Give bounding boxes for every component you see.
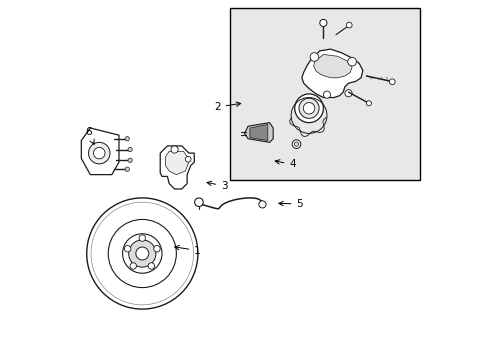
Text: 1: 1 xyxy=(174,246,201,256)
Circle shape xyxy=(294,142,298,146)
Polygon shape xyxy=(301,49,362,98)
Circle shape xyxy=(303,103,314,114)
Polygon shape xyxy=(244,123,273,142)
Bar xyxy=(230,8,419,180)
Circle shape xyxy=(130,263,136,269)
Polygon shape xyxy=(249,125,267,140)
Circle shape xyxy=(194,198,203,207)
Polygon shape xyxy=(313,54,351,78)
Text: 2: 2 xyxy=(214,102,240,112)
Text: 3: 3 xyxy=(206,181,227,191)
Circle shape xyxy=(323,91,330,98)
Circle shape xyxy=(319,19,326,27)
Circle shape xyxy=(171,146,178,153)
Circle shape xyxy=(108,220,176,288)
Text: 5: 5 xyxy=(278,199,303,209)
Circle shape xyxy=(298,98,319,118)
Circle shape xyxy=(93,147,105,159)
Circle shape xyxy=(124,246,131,252)
Circle shape xyxy=(136,247,148,260)
Circle shape xyxy=(88,142,110,164)
Polygon shape xyxy=(81,128,119,175)
Circle shape xyxy=(125,167,129,171)
Circle shape xyxy=(128,158,132,162)
Circle shape xyxy=(185,156,191,162)
Circle shape xyxy=(153,246,160,252)
Circle shape xyxy=(128,240,156,267)
Circle shape xyxy=(292,140,300,148)
Polygon shape xyxy=(160,146,194,189)
Text: 4: 4 xyxy=(275,159,295,170)
Circle shape xyxy=(344,90,351,97)
Circle shape xyxy=(148,263,154,269)
Circle shape xyxy=(122,234,162,273)
Circle shape xyxy=(294,94,323,123)
Circle shape xyxy=(139,235,145,241)
Circle shape xyxy=(366,101,371,106)
Circle shape xyxy=(125,136,129,141)
Circle shape xyxy=(347,57,356,66)
Circle shape xyxy=(309,53,318,61)
Circle shape xyxy=(388,79,394,85)
Circle shape xyxy=(346,22,351,28)
Circle shape xyxy=(128,147,132,152)
Circle shape xyxy=(86,198,198,309)
Text: 6: 6 xyxy=(85,127,94,144)
Circle shape xyxy=(258,201,265,208)
Polygon shape xyxy=(165,151,188,175)
